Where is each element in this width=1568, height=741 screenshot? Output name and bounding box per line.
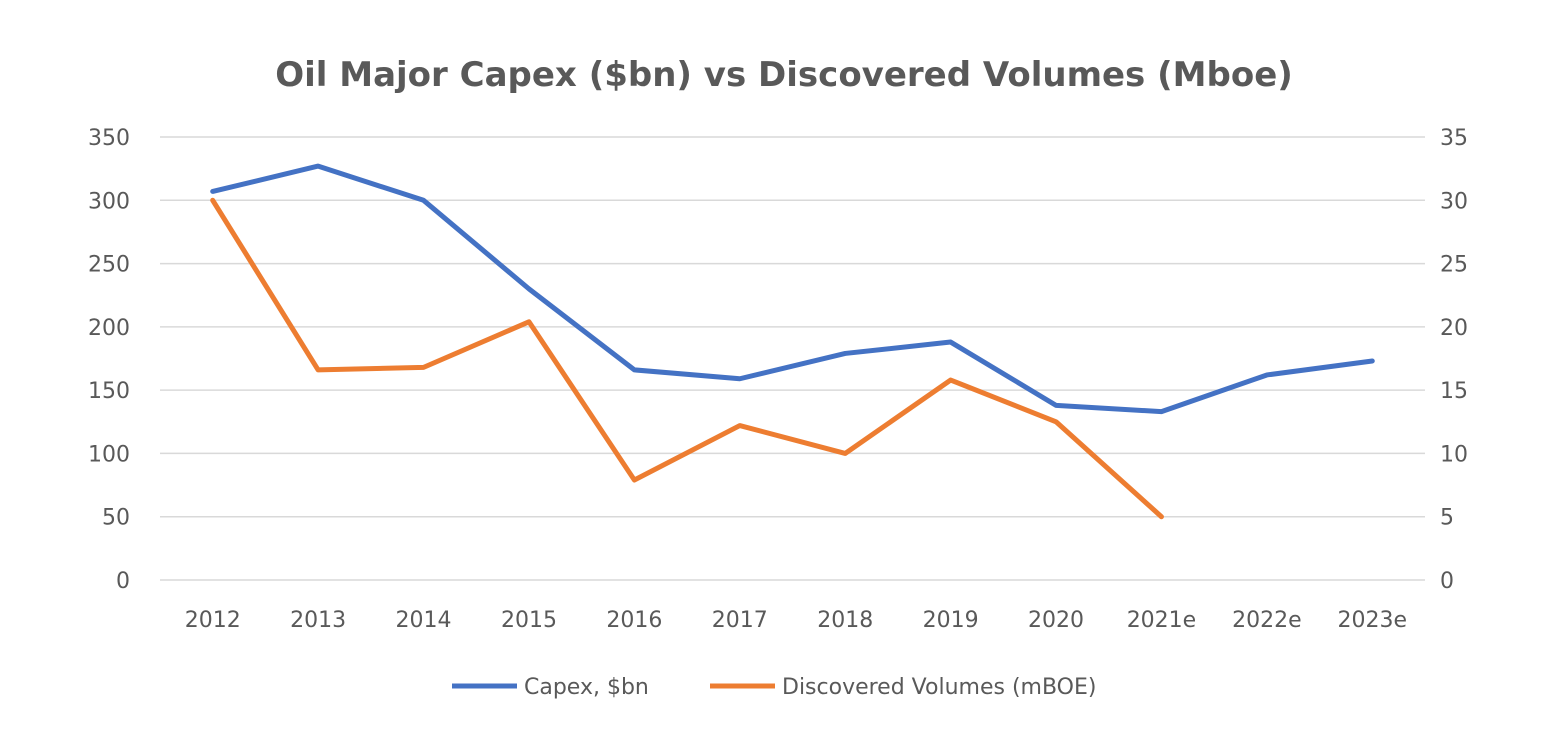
y-left-tick-label: 150 [88,379,130,404]
y-right-tick-label: 10 [1440,442,1468,467]
series-line-discovered-volumes [210,197,1164,520]
series-line-capex [210,163,1375,415]
x-tick-label: 2022e [1232,608,1302,633]
y-right-tick-label: 15 [1440,379,1468,404]
y-left-tick-label: 100 [88,442,130,467]
x-tick-label: 2019 [923,608,979,633]
x-tick-label: 2020 [1028,608,1084,633]
y-right-tick-label: 20 [1440,316,1468,341]
x-tick-label: 2018 [817,608,873,633]
legend-label: Capex, $bn [524,675,649,700]
y-left-tick-label: 0 [116,569,130,594]
legend-label: Discovered Volumes (mBOE) [782,675,1096,700]
y-left-tick-label: 350 [88,126,130,151]
x-tick-label: 2021e [1127,608,1197,633]
x-tick-label: 2016 [606,608,662,633]
chart-title: Oil Major Capex ($bn) vs Discovered Volu… [275,55,1293,95]
y-right-tick-label: 0 [1440,569,1454,594]
y-right-tick-label: 30 [1440,189,1468,214]
x-tick-label: 2015 [501,608,557,633]
y-left-tick-label: 300 [88,189,130,214]
x-tick-label: 2017 [712,608,768,633]
y-right-tick-label: 35 [1440,126,1468,151]
y-right-tick-label: 5 [1440,506,1454,531]
x-tick-label: 2023e [1338,608,1408,633]
x-tick-label: 2014 [396,608,452,633]
y-right-tick-label: 25 [1440,253,1468,278]
y-left-tick-label: 200 [88,316,130,341]
y-left-tick-label: 50 [102,506,130,531]
y-left-tick-label: 250 [88,253,130,278]
x-tick-label: 2013 [290,608,346,633]
x-tick-label: 2012 [185,608,241,633]
